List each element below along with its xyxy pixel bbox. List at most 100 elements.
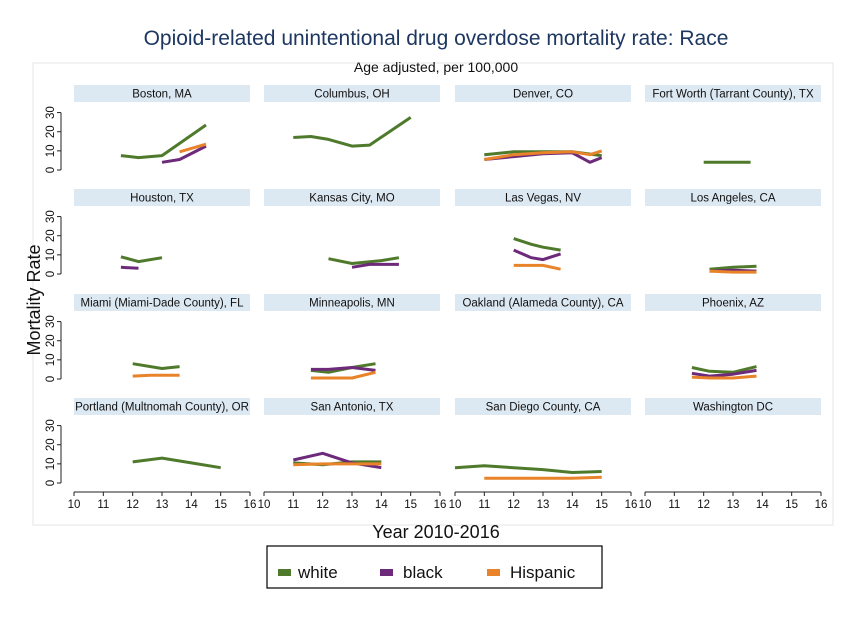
- y-tick-label: 10: [45, 144, 57, 157]
- x-tick-label: 10: [449, 499, 462, 511]
- panel-strip: [645, 189, 821, 206]
- y-axis-title: Mortality Rate: [24, 244, 44, 355]
- legend-label-white: white: [297, 563, 338, 582]
- x-tick-label: 10: [68, 499, 81, 511]
- panel-phoenix-az: Phoenix, AZ: [645, 294, 821, 380]
- legend-label-black: black: [403, 563, 443, 582]
- series-line-white: [132, 362, 180, 370]
- x-tick-label: 11: [97, 499, 109, 511]
- panel-title: Miami (Miami-Dade County), FL: [81, 298, 245, 310]
- panel-title: Oakland (Alameda County), CA: [462, 298, 623, 310]
- panel-title: Columbus, OH: [314, 89, 389, 101]
- x-tick-label: 13: [537, 499, 550, 511]
- panel-strip: [264, 189, 440, 206]
- series-line-black: [513, 248, 562, 262]
- legend: white black Hispanic: [266, 545, 603, 589]
- panel-boston-ma: Boston, MA 0 10 20 30: [45, 85, 250, 173]
- series-line-white: [454, 464, 602, 474]
- series-line-white: [328, 256, 400, 265]
- panel-kansas-city-mo: Kansas City, MO: [264, 189, 440, 269]
- y-tick-label: 20: [45, 334, 57, 347]
- legend-swatch-black: [380, 569, 393, 576]
- x-axis-title: Year 2010-2016: [372, 522, 499, 542]
- series-line-white: [709, 264, 757, 271]
- x-tick-label: 14: [566, 499, 579, 511]
- series-line-black: [310, 366, 376, 372]
- panel-title: Kansas City, MO: [309, 193, 394, 205]
- panel-title: Minneapolis, MN: [309, 298, 395, 310]
- panel-title: Fort Worth (Tarrant County), TX: [652, 89, 814, 101]
- series-line-hispanic: [709, 269, 757, 274]
- series-line-black: [120, 265, 139, 270]
- series-line-white: [293, 116, 412, 148]
- chart-title: Opioid-related unintentional drug overdo…: [144, 27, 729, 50]
- panel-oakland-alameda-county-ca: Oakland (Alameda County), CA: [455, 294, 631, 311]
- y-tick-label: 30: [45, 419, 57, 432]
- series-line-white: [513, 237, 561, 252]
- y-tick-label: 20: [45, 438, 57, 451]
- legend-box: [266, 545, 603, 589]
- x-tick-label: 15: [595, 499, 608, 511]
- panel-title: Houston, TX: [130, 193, 194, 205]
- panel-title: Boston, MA: [132, 89, 192, 101]
- panel-title: San Diego County, CA: [486, 402, 601, 414]
- panel-strip: [645, 85, 821, 102]
- panel-los-angeles-ca: Los Angeles, CA: [645, 189, 821, 274]
- x-tick-label: 11: [478, 499, 490, 511]
- panel-strip: [455, 294, 631, 311]
- panel-columbus-oh: Columbus, OH: [264, 85, 440, 148]
- panel-strip: [455, 85, 631, 102]
- series-line-black: [351, 262, 399, 269]
- panel-strip: [74, 398, 250, 415]
- y-tick-label: 10: [45, 353, 57, 366]
- y-tick-label: 20: [45, 229, 57, 242]
- x-tick-label: 12: [126, 499, 139, 511]
- panel-san-antonio-tx: San Antonio, TX 10 11 12 13 14 15 16: [258, 398, 446, 511]
- y-tick-label: 10: [45, 457, 57, 470]
- y-tick-label: 0: [45, 271, 57, 277]
- legend-swatch-hispanic: [487, 569, 500, 576]
- x-tick-label: 12: [697, 499, 710, 511]
- panel-title: San Antonio, TX: [311, 402, 394, 414]
- x-tick-label: 14: [185, 499, 198, 511]
- panel-strip: [645, 398, 821, 415]
- x-tick-label: 14: [375, 499, 388, 511]
- panel-san-diego-county-ca: San Diego County, CA 10 11 12 13 14 15 16: [449, 398, 638, 511]
- panel-denver-co: Denver, CO: [455, 85, 631, 164]
- series-line-white: [120, 255, 163, 264]
- panel-title: Phoenix, AZ: [702, 298, 764, 310]
- panel-title: Portland (Multnomah County), OR: [75, 402, 249, 414]
- y-tick-label: 30: [45, 106, 57, 119]
- panel-strip: [74, 189, 250, 206]
- panel-houston-tx: Houston, TX 0 10 20 30: [45, 189, 250, 277]
- series-line-hispanic: [513, 263, 561, 271]
- x-tick-label: 11: [668, 499, 680, 511]
- x-tick-label: 16: [625, 499, 638, 511]
- panel-strip: [74, 294, 250, 311]
- x-tick-label: 10: [639, 499, 652, 511]
- panel-grid: Boston, MA 0 10 20 30 Columbus, OH Denver, CO F…: [45, 85, 827, 511]
- panel-fort-worth-tarrant-county-tx: Fort Worth (Tarrant County), TX: [645, 85, 821, 164]
- x-tick-label: 13: [156, 499, 169, 511]
- series-line-white: [691, 365, 757, 374]
- legend-label-hispanic: Hispanic: [510, 563, 576, 582]
- panel-strip: [264, 85, 440, 102]
- x-tick-label: 11: [287, 499, 299, 511]
- y-tick-label: 30: [45, 210, 57, 223]
- panel-strip: [455, 189, 631, 206]
- x-tick-label: 12: [316, 499, 329, 511]
- panel-portland-multnomah-county-or: Portland (Multnomah County), OR 0 10 20 30 10…: [45, 398, 256, 511]
- legend-swatch-white: [278, 569, 291, 576]
- x-tick-label: 10: [258, 499, 271, 511]
- x-tick-label: 13: [346, 499, 359, 511]
- series-line-black: [691, 368, 757, 378]
- y-tick-label: 0: [45, 480, 57, 486]
- series-line-hispanic: [132, 373, 180, 378]
- y-tick-label: 30: [45, 315, 57, 328]
- panel-strip: [645, 294, 821, 311]
- chart-subtitle: Age adjusted, per 100,000: [354, 59, 518, 75]
- panel-title: Los Angeles, CA: [690, 193, 775, 205]
- panel-title: Las Vegas, NV: [505, 193, 581, 205]
- panel-strip: [264, 398, 440, 415]
